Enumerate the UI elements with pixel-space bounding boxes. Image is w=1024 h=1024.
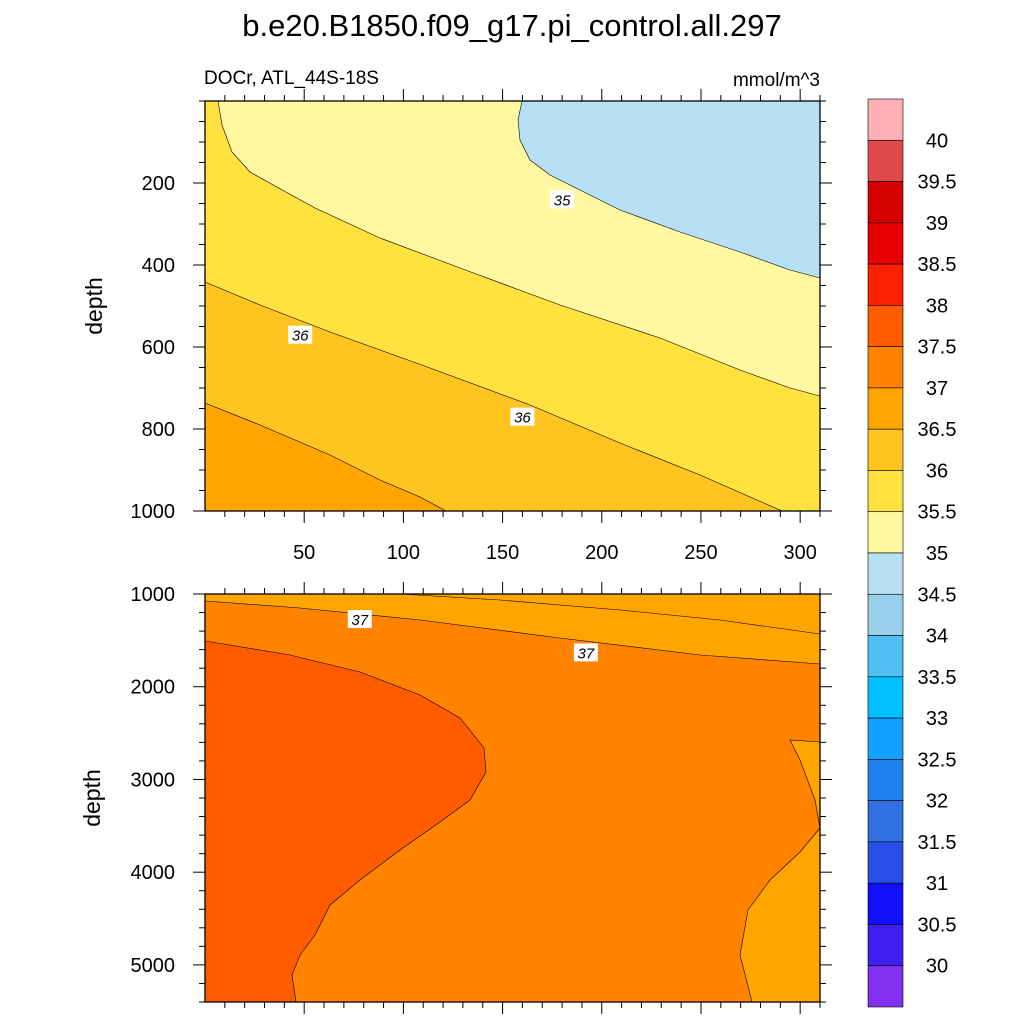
colorbar-box (867, 428, 904, 471)
y-tick-label: 4000 (131, 862, 176, 884)
contour-label-box (288, 325, 313, 344)
x-tick-label: 250 (684, 542, 717, 564)
colorbar-label: 40 (926, 130, 948, 152)
y-tick-label: 2000 (131, 677, 176, 699)
y-tick-label: 5000 (131, 955, 176, 977)
lower-contour-line (739, 827, 821, 1003)
colorbar-label: 39.5 (918, 172, 957, 194)
chart-title: b.e20.B1850.f09_g17.pi_control.all.297 (242, 8, 782, 43)
colorbar-label: 36.5 (918, 419, 957, 441)
upper-contour-line (204, 281, 783, 512)
colorbar-label: 37 (926, 378, 948, 400)
contour-label-box (347, 610, 372, 629)
colorbar-box (867, 635, 904, 678)
x-tick-label: 100 (387, 542, 420, 564)
colorbar-label: 34 (926, 626, 948, 648)
colorbar-box (867, 882, 904, 925)
contour-label: 36 (292, 328, 309, 345)
y-tick-label: 200 (142, 173, 175, 195)
contour-label: 37 (578, 645, 595, 662)
y-tick-label: 800 (142, 419, 175, 441)
contour-label-box (510, 407, 535, 426)
upper-contour-line (204, 402, 447, 512)
upper-panel: 35 36 36 200 400 600 800 1000 50 100 150 200 250 300… (81, 89, 832, 564)
upper-contour-lines (204, 100, 821, 512)
upper-ylabel: depth (81, 277, 107, 335)
colorbar-label: 30 (926, 956, 948, 978)
colorbar-label: 34.5 (918, 584, 957, 606)
units-label: mmol/m^3 (733, 70, 820, 91)
colorbar-label: 35.5 (918, 502, 957, 524)
colorbar: 40 39.5 39 38.5 38 37.5 37 36.5 36 35.5 35 34.5 34 33… (867, 98, 957, 1008)
colorbar-label: 36 (926, 460, 948, 482)
contour-label: 36 (514, 410, 531, 427)
lower-panel: 37 37 1000 2000 3000 4000 5000 depth (79, 582, 832, 1014)
colorbar-box (867, 717, 904, 760)
y-tick-label: 3000 (131, 769, 176, 791)
colorbar-box (867, 676, 904, 719)
colorbar-box (867, 965, 904, 1008)
colorbar-box (867, 759, 904, 801)
colorbar-label: 31 (926, 873, 948, 895)
colorbar-box (867, 800, 904, 843)
contour-label-box (550, 190, 575, 209)
colorbar-label: 33.5 (918, 667, 957, 689)
colorbar-box (867, 924, 904, 967)
colorbar-box (867, 305, 904, 347)
lower-ylabel: depth (79, 769, 105, 827)
colorbar-label: 30.5 (918, 914, 957, 936)
lower-filled-contours (205, 594, 820, 1002)
colorbar-box (867, 263, 904, 306)
lower-contour-line (204, 600, 821, 665)
colorbar-label: 37.5 (918, 337, 957, 359)
upper-region-34.5-35 (518, 101, 820, 278)
y-tick-label: 1000 (131, 584, 176, 606)
contour-label-box (573, 643, 598, 662)
y-tick-label: 1000 (131, 501, 176, 523)
colorbar-label: 35 (926, 543, 948, 565)
y-tick-label: 600 (142, 337, 175, 359)
colorbar-label: 31.5 (918, 832, 957, 854)
colorbar-box (867, 346, 904, 389)
lower-contour-lines (204, 593, 821, 1003)
colorbar-box (867, 841, 904, 884)
colorbar-box (867, 387, 904, 430)
colorbar-label: 32.5 (918, 749, 957, 771)
colorbar-box (867, 593, 904, 636)
colorbar-label: 38.5 (918, 254, 957, 276)
colorbar-label: 39 (926, 213, 948, 235)
x-tick-label: 150 (486, 542, 519, 564)
colorbar-box (867, 139, 904, 182)
colorbar-label: 32 (926, 791, 948, 813)
lower-contour-line (789, 739, 821, 829)
colorbar-label: 38 (926, 295, 948, 317)
x-tick-label: 200 (585, 542, 618, 564)
colorbar-box (867, 98, 904, 141)
variable-label: DOCr, ATL_44S-18S (204, 68, 379, 89)
lower-contour-line (399, 593, 821, 635)
y-tick-label: 400 (142, 255, 175, 277)
contour-label: 37 (351, 612, 368, 629)
lower-region-37.5-38 (205, 641, 486, 1002)
contour-label: 35 (554, 192, 571, 209)
colorbar-box (867, 470, 904, 513)
x-tick-label: 50 (293, 542, 315, 564)
colorbar-label: 33 (926, 708, 948, 730)
colorbar-box (867, 222, 904, 265)
upper-contour-line (217, 100, 821, 397)
colorbar-box (867, 511, 904, 554)
lower-contour-line (204, 640, 487, 1003)
x-tick-label: 300 (783, 542, 816, 564)
upper-filled-contours (205, 101, 820, 511)
upper-contour-line (517, 100, 821, 279)
colorbar-box (867, 181, 904, 224)
colorbar-box (867, 552, 904, 595)
